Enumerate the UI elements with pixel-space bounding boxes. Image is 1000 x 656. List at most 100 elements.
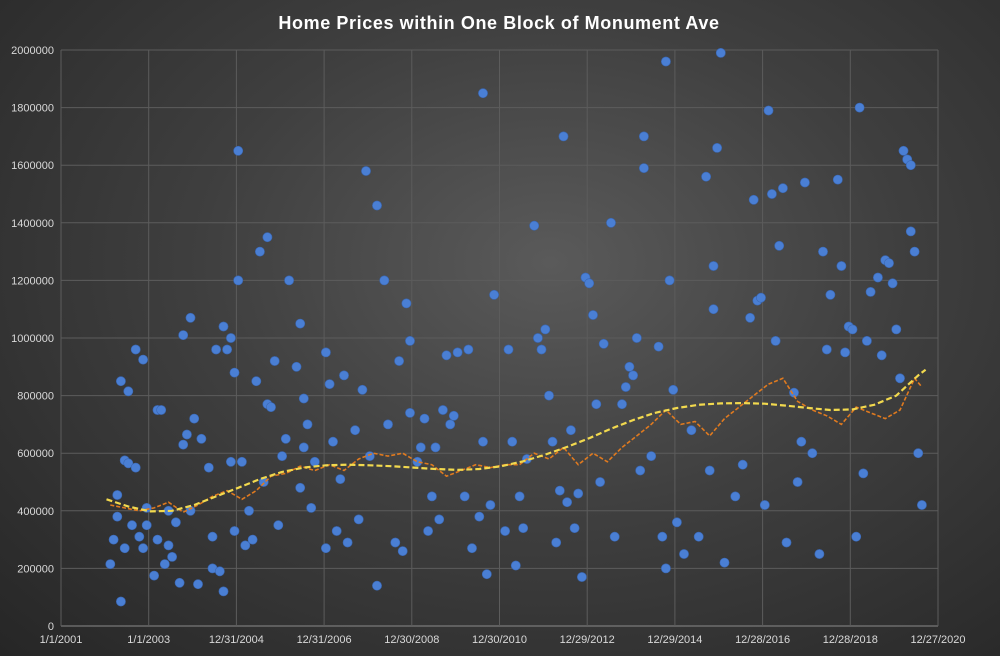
data-point	[108, 534, 119, 545]
data-point	[770, 335, 781, 346]
x-tick-label: 12/29/2012	[560, 634, 615, 646]
data-point	[796, 436, 807, 447]
data-point	[730, 491, 741, 502]
x-tick-label: 1/1/2003	[127, 634, 170, 646]
data-point	[240, 540, 251, 551]
data-point	[302, 419, 313, 430]
data-point	[174, 577, 185, 588]
data-point	[298, 393, 309, 404]
data-point	[778, 183, 788, 194]
data-point	[379, 275, 390, 286]
data-point	[236, 456, 247, 467]
x-tick-label: 12/31/2006	[297, 634, 352, 646]
data-point	[489, 289, 499, 300]
data-point	[800, 177, 810, 188]
data-point	[434, 514, 445, 525]
data-point	[620, 382, 631, 392]
data-point	[554, 485, 565, 496]
data-point	[141, 520, 152, 531]
data-point	[320, 543, 331, 554]
data-point	[807, 448, 818, 459]
data-point	[715, 48, 726, 58]
data-point	[203, 462, 214, 473]
x-tick-label: 12/31/2004	[209, 634, 264, 646]
data-point	[661, 563, 671, 574]
gridlines	[60, 49, 939, 627]
data-point	[551, 537, 562, 548]
scatter-points	[105, 48, 927, 607]
data-point	[664, 275, 675, 286]
data-point	[639, 163, 649, 173]
data-point	[873, 272, 883, 283]
data-point	[865, 286, 876, 297]
data-point	[295, 482, 306, 493]
data-point	[233, 275, 244, 286]
data-point	[719, 557, 730, 568]
data-point	[467, 543, 477, 554]
y-tick-label: 1800000	[11, 103, 54, 115]
data-point	[405, 335, 415, 346]
data-point	[364, 451, 375, 461]
data-point	[405, 407, 415, 418]
data-point	[905, 160, 916, 171]
data-point	[207, 531, 218, 542]
data-point	[814, 549, 825, 559]
data-point	[229, 526, 240, 536]
data-point	[331, 526, 342, 536]
data-point	[639, 131, 649, 142]
data-point	[745, 312, 755, 323]
data-point	[244, 505, 254, 516]
data-point	[895, 373, 905, 384]
data-point	[170, 517, 181, 528]
data-point	[668, 384, 679, 395]
x-tick-label: 12/30/2010	[472, 634, 527, 646]
data-point	[818, 246, 828, 257]
data-point	[127, 520, 137, 531]
data-point	[891, 324, 902, 335]
y-tick-label: 1200000	[11, 275, 54, 287]
data-point	[672, 517, 682, 528]
data-point	[306, 502, 317, 513]
data-point	[536, 344, 547, 355]
y-tick-label: 1400000	[11, 218, 54, 230]
data-point	[631, 333, 642, 343]
data-point	[372, 580, 382, 591]
data-point	[415, 442, 426, 453]
trendline	[106, 368, 927, 513]
data-point	[445, 419, 456, 430]
data-point	[339, 370, 349, 381]
data-point	[617, 399, 627, 410]
data-point	[390, 537, 401, 548]
trendline-series	[106, 368, 927, 513]
data-point	[269, 356, 280, 366]
data-point	[701, 171, 711, 182]
data-point	[756, 292, 766, 303]
x-tick-label: 12/28/2018	[823, 634, 878, 646]
data-point	[763, 105, 774, 116]
data-point	[474, 511, 485, 522]
x-tick-label: 12/29/2014	[647, 634, 702, 646]
data-point	[280, 433, 291, 444]
data-point	[130, 344, 141, 355]
data-point	[781, 537, 792, 548]
data-point	[708, 304, 719, 315]
data-point	[876, 350, 887, 361]
data-point	[909, 246, 920, 257]
data-point	[149, 570, 159, 581]
data-point	[222, 344, 232, 355]
data-point	[514, 491, 525, 502]
data-point	[609, 531, 620, 542]
y-tick-label: 400000	[17, 506, 54, 518]
data-point	[178, 439, 189, 450]
data-point	[595, 477, 605, 487]
x-tick-label: 1/1/2001	[40, 634, 83, 646]
data-point	[767, 189, 777, 199]
data-point	[320, 347, 331, 358]
data-point	[152, 534, 163, 545]
y-tick-label: 2000000	[11, 45, 54, 57]
data-point	[646, 451, 657, 461]
data-point	[657, 531, 668, 542]
data-point	[181, 429, 192, 440]
data-point	[459, 491, 470, 502]
data-point	[588, 310, 598, 320]
